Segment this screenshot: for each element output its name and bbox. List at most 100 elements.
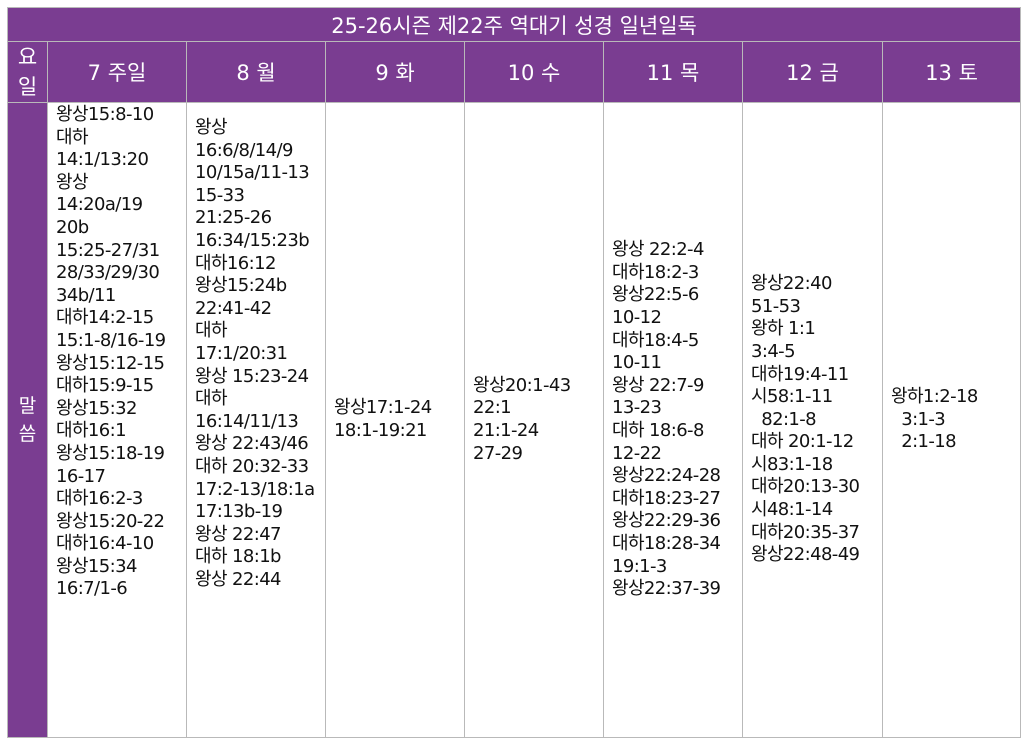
reading-row-label: 말 씀	[7, 102, 48, 738]
day-header: 13 토	[881, 41, 1022, 103]
day-label-text: 요 일	[17, 45, 38, 99]
reading-entry: 16:6/8/14/9	[195, 139, 293, 161]
reading-entry: 10-11	[612, 352, 662, 374]
reading-entry: 10/15a/11-13	[195, 162, 310, 184]
reading-entry: 3:4-5	[751, 340, 796, 362]
reading-entry: 왕상 22:2-4	[612, 239, 704, 261]
day-column-label: 요 일	[7, 41, 48, 103]
reading-entry: 대하 20:32-33	[195, 455, 309, 477]
reading-entry: 왕상	[195, 117, 228, 138]
reading-entry: 왕상22:5-6	[612, 284, 699, 306]
reading-entry: 왕상15:24b	[195, 275, 287, 297]
reading-entry: 82:1-8	[751, 408, 817, 430]
reading-entry: 18:1-19:21	[334, 420, 427, 441]
reading-entry: 왕상22:29-36	[612, 510, 721, 532]
reading-entry: 대하19:4-11	[751, 363, 849, 385]
reading-entry: 대하18:2-3	[612, 261, 699, 283]
reading-entry: 17:13b-19	[195, 501, 283, 523]
reading-entry: 왕상15:32	[56, 397, 137, 419]
reading-entry: 16:14/11/13	[195, 410, 299, 432]
reading-entry: 16-17	[56, 465, 106, 487]
reading-entry: 16:34/15:23b	[195, 229, 310, 251]
reading-entry: 34b/11	[56, 284, 116, 306]
reading-entry: 대하14:2-15	[56, 307, 154, 329]
reading-entry: 시83:1-18	[751, 453, 833, 475]
reading-entry: 왕상15:34	[56, 555, 137, 577]
day-header: 7 주일	[47, 41, 187, 103]
reading-entry: 15:1-8/16-19	[56, 329, 166, 351]
day-header: 10 수	[464, 41, 604, 103]
reading-entry: 12-22	[612, 442, 662, 464]
reading-entry: 13-23	[612, 397, 662, 419]
day-readings-cell: 왕상20:1-43 22:1 21:1-24 27-29	[464, 102, 604, 738]
reading-entry: 왕상 22:44	[195, 568, 282, 590]
reading-entry: 15:25-27/31	[56, 239, 160, 261]
reading-entry: 대하15:9-15	[56, 375, 154, 397]
day-header: 9 화	[325, 41, 465, 103]
reading-entry: 왕상20:1-43	[473, 374, 571, 396]
reading-entry: 왕상 22:47	[195, 523, 282, 545]
reading-entry: 2:1-18	[891, 431, 957, 453]
reading-entry: 왕하1:2-18	[891, 386, 978, 408]
day-readings-cell: 왕상22:40 51-53 왕하 1:1 3:4-5 대하19:4-11 시58:1-11…	[742, 102, 883, 738]
reading-entry: 대하16:4-10	[56, 533, 154, 555]
reading-entry: 시48:1-14	[751, 499, 833, 521]
page-title: 25-26시즌 제22주 역대기 성경 일년일독	[6, 7, 1022, 42]
reading-entry: 28/33/29/30	[56, 262, 160, 284]
reading-entry: 왕상 22:7-9	[612, 374, 704, 396]
reading-entry: 왕상15:8-10	[56, 104, 154, 125]
reading-entry: 22:41-42	[195, 297, 272, 319]
reading-entry: 10-12	[612, 307, 662, 329]
reading-entry: 17:2-13/18:1a	[195, 478, 315, 500]
reading-entry: 왕상15:18-19	[56, 442, 165, 464]
reading-entry: 3:1-3	[891, 408, 946, 430]
reading-entry: 대하 18:1b	[195, 546, 281, 568]
day-readings-cell: 왕하1:2-18 3:1-3 2:1-18	[881, 102, 1022, 738]
reading-entry: 대하	[195, 388, 228, 410]
reading-entry: 대하16:12	[195, 252, 276, 274]
reading-entry: 15-33	[195, 184, 245, 206]
day-header: 12 금	[742, 41, 883, 103]
reading-entry: 대하20:35-37	[751, 521, 860, 543]
reading-entry: 대하20:13-30	[751, 476, 860, 498]
reading-entry: 대하16:2-3	[56, 488, 143, 510]
reading-entry: 왕상15:12-15	[56, 352, 165, 374]
reading-entry: 대하 20:1-12	[751, 431, 854, 453]
reading-entry: 대하16:1	[56, 420, 127, 442]
reading-entry: 19:1-3	[612, 555, 667, 577]
reading-entry: 왕상22:37-39	[612, 578, 721, 600]
reading-entry: 대하	[195, 320, 228, 342]
reading-entry: 20b	[56, 216, 89, 238]
reading-entry: 시58:1-11	[751, 386, 833, 408]
day-readings-cell: 왕상 22:2-4 대하18:2-3 왕상22:5-6 10-12 대하18:4-5 10…	[603, 102, 743, 738]
reading-entry: 대하18:28-34	[612, 532, 721, 554]
reading-entry: 대하18:23-27	[612, 487, 721, 509]
reading-entry: 대하 18:6-8	[612, 420, 704, 441]
day-readings-cell: 왕상17:1-24 18:1-19:21	[325, 102, 465, 738]
reading-entry: 14:20a/19	[56, 194, 143, 216]
reading-entry: 왕상 22:43/46	[195, 433, 309, 455]
reading-entry: 51-53	[751, 295, 801, 317]
reading-entry: 왕상	[56, 171, 89, 193]
reading-entry: 16:7/1-6	[56, 578, 128, 600]
day-readings-cell: 왕상 16:6/8/14/9 10/15a/11-13 15-33 21:25-26 16…	[186, 102, 326, 738]
reading-entry: 21:1-24	[473, 420, 539, 441]
day-header: 8 월	[186, 41, 326, 103]
row-label-text: 말 씀	[18, 395, 37, 445]
reading-entry: 왕상 15:23-24	[195, 365, 309, 387]
day-readings-cell: 왕상15:8-10 대하 14:1/13:20 왕상 14:20a/19 20b 15:25…	[47, 102, 187, 738]
reading-entry: 왕상15:20-22	[56, 510, 165, 532]
reading-entry: 14:1/13:20	[56, 149, 149, 171]
reading-entry: 21:25-26	[195, 207, 272, 229]
reading-entry: 22:1	[473, 397, 512, 419]
reading-entry: 대하18:4-5	[612, 329, 699, 351]
day-header: 11 목	[603, 41, 743, 103]
reading-entry: 왕상22:40	[751, 273, 832, 295]
reading-entry: 17:1/20:31	[195, 342, 288, 364]
reading-entry: 대하	[56, 126, 89, 148]
reading-entry: 27-29	[473, 442, 523, 464]
reading-entry: 왕하 1:1	[751, 318, 816, 340]
reading-entry: 왕상17:1-24	[334, 397, 432, 419]
reading-entry: 왕상22:48-49	[751, 544, 860, 566]
